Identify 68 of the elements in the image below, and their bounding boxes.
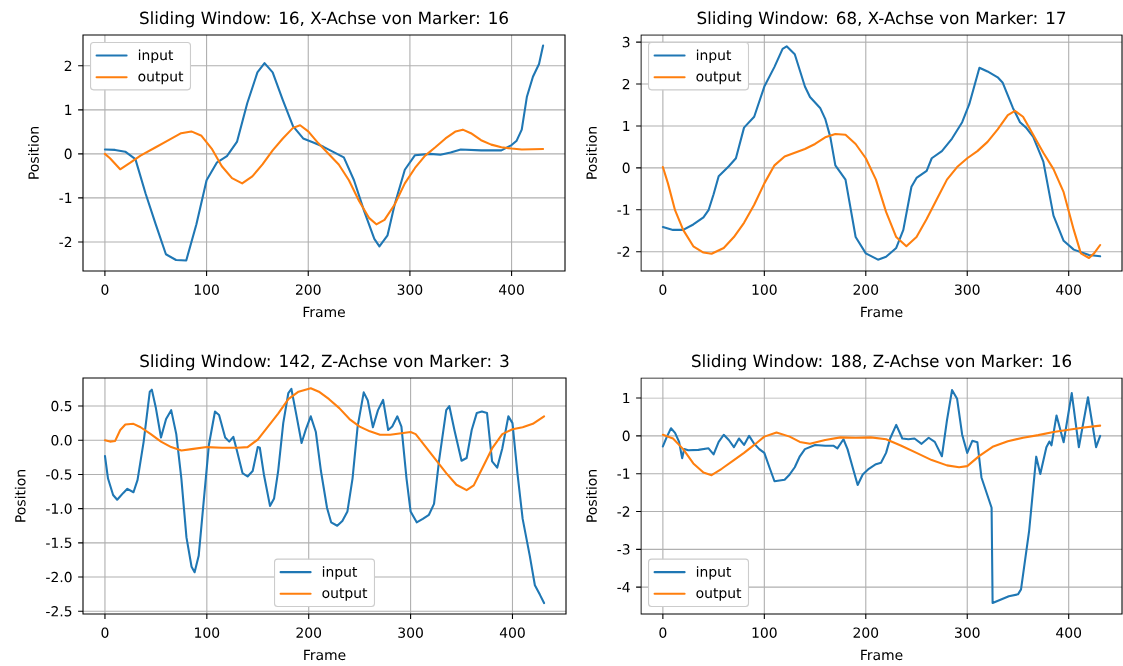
y-axis-title: Position: [586, 470, 597, 522]
legend-label: input: [138, 49, 174, 63]
y-tick-label: -0.5: [46, 469, 72, 480]
y-tick-label: -2: [617, 246, 630, 257]
legend-label: input: [322, 566, 358, 580]
x-axis-title: Frame: [861, 306, 903, 318]
legend-label: output: [322, 588, 368, 601]
y-tick-label: 0.5: [51, 400, 72, 412]
x-tick-label: 200: [296, 284, 321, 295]
y-tick-label: -2: [59, 236, 72, 248]
x-tick-label: 300: [955, 627, 980, 638]
y-tick-label: 1: [65, 104, 72, 115]
y-axis-title: Position: [28, 127, 39, 179]
chart-title: Sliding Window: 68, X-Achse von Marker: 17: [697, 11, 1066, 28]
x-axis-title: Frame: [861, 649, 903, 661]
y-tick-label: -3: [617, 544, 630, 555]
legend-label: output: [696, 71, 742, 85]
x-tick-label: 400: [498, 284, 524, 295]
y-tick-label: -2: [617, 506, 630, 517]
y-tick-label: -1: [59, 192, 72, 203]
x-tick-label: 400: [499, 627, 525, 638]
x-tick-label: 0: [101, 284, 109, 295]
x-tick-label: 300: [955, 284, 980, 295]
x-tick-label: 100: [752, 627, 777, 638]
line-series: [661, 45, 1102, 261]
y-tick-label: 3: [622, 36, 630, 48]
x-tick-label: 400: [1056, 284, 1082, 295]
x-tick-label: 0: [101, 627, 109, 638]
legend-label: input: [696, 566, 732, 580]
y-tick-label: -2.5: [46, 606, 72, 617]
y-tick-label: -1: [617, 468, 630, 479]
x-tick-label: 100: [194, 284, 219, 295]
x-tick-label: 200: [853, 284, 879, 295]
legend-label: input: [696, 49, 732, 63]
y-axis-title: Position: [586, 127, 597, 179]
x-tick-label: 100: [195, 627, 220, 638]
y-tick-label: 0: [622, 430, 630, 442]
y-tick-label: 0: [64, 148, 72, 160]
y-tick-label: -4: [617, 582, 630, 593]
y-tick-label: -1.0: [46, 503, 72, 514]
chart-title: Sliding Window: 188, Z-Achse von Marker: 16: [692, 354, 1072, 371]
x-tick-label: 300: [397, 284, 423, 295]
y-tick-label: -2.0: [46, 571, 72, 583]
legend-label: output: [696, 588, 742, 601]
x-tick-label: 0: [659, 284, 667, 295]
line-series: [103, 44, 545, 262]
y-tick-label: 2: [622, 78, 630, 90]
chart-title: Sliding Window: 142, Z-Achse von Marker: 3: [140, 354, 509, 371]
y-tick-label: 1: [623, 120, 630, 132]
x-axis-title: Frame: [303, 306, 345, 318]
y-tick-label: 1: [623, 392, 630, 404]
x-tick-label: 100: [752, 284, 777, 295]
line-series: [661, 424, 1102, 477]
line-series: [661, 389, 1102, 605]
y-axis-title: Position: [14, 470, 26, 522]
y-tick-label: 0.0: [51, 434, 72, 446]
legend-label: output: [138, 71, 184, 85]
y-tick-label: -1.5: [46, 537, 72, 549]
x-tick-label: 0: [659, 627, 667, 638]
y-tick-label: -1: [617, 204, 630, 215]
y-tick-label: 2: [64, 60, 72, 71]
x-tick-label: 200: [853, 627, 879, 638]
x-axis-title: Frame: [304, 649, 346, 661]
x-tick-label: 300: [398, 627, 423, 638]
x-tick-label: 200: [296, 627, 322, 638]
x-tick-label: 400: [1056, 627, 1082, 638]
y-tick-label: 0: [622, 162, 630, 174]
chart-title: Sliding Window: 16, X-Achse von Marker: 16: [140, 11, 508, 28]
